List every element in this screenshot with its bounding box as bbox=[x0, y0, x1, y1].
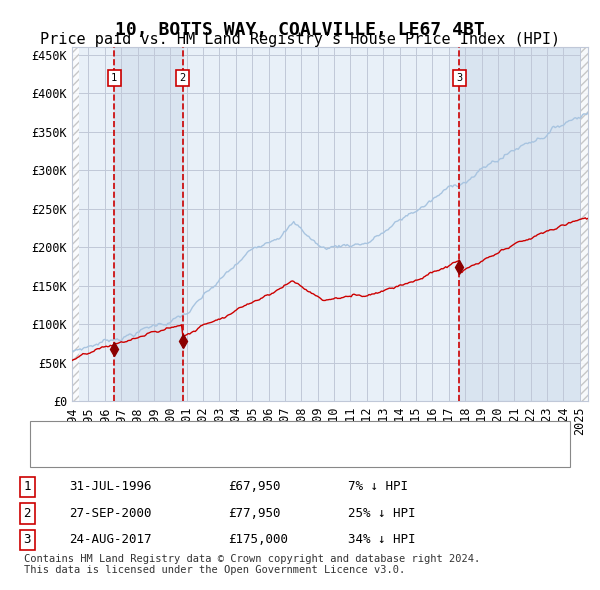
FancyBboxPatch shape bbox=[29, 421, 571, 467]
Text: HPI: Average price, detached house, North West Leicestershire: HPI: Average price, detached house, Nort… bbox=[82, 449, 539, 462]
Text: 24-AUG-2017: 24-AUG-2017 bbox=[69, 533, 151, 546]
Text: 25% ↓ HPI: 25% ↓ HPI bbox=[348, 507, 415, 520]
Text: 10, BOTTS WAY, COALVILLE, LE67 4BT (detached house): 10, BOTTS WAY, COALVILLE, LE67 4BT (deta… bbox=[82, 426, 464, 439]
Text: Contains HM Land Registry data © Crown copyright and database right 2024.
This d: Contains HM Land Registry data © Crown c… bbox=[24, 553, 480, 575]
Text: 1: 1 bbox=[23, 480, 31, 493]
Text: 2: 2 bbox=[179, 73, 185, 83]
Text: 7% ↓ HPI: 7% ↓ HPI bbox=[348, 480, 408, 493]
Text: 31-JUL-1996: 31-JUL-1996 bbox=[69, 480, 151, 493]
Text: 2: 2 bbox=[23, 507, 31, 520]
Bar bbox=[460, 47, 588, 401]
Text: 34% ↓ HPI: 34% ↓ HPI bbox=[348, 533, 415, 546]
Text: £175,000: £175,000 bbox=[228, 533, 288, 546]
Text: 3: 3 bbox=[456, 73, 463, 83]
Bar bbox=[114, 47, 182, 401]
Text: Price paid vs. HM Land Registry's House Price Index (HPI): Price paid vs. HM Land Registry's House … bbox=[40, 32, 560, 47]
Text: 3: 3 bbox=[23, 533, 31, 546]
Text: 1: 1 bbox=[111, 73, 118, 83]
Text: £77,950: £77,950 bbox=[228, 507, 281, 520]
Text: 27-SEP-2000: 27-SEP-2000 bbox=[69, 507, 151, 520]
Text: £67,950: £67,950 bbox=[228, 480, 281, 493]
Text: 10, BOTTS WAY, COALVILLE, LE67 4BT: 10, BOTTS WAY, COALVILLE, LE67 4BT bbox=[115, 21, 485, 39]
